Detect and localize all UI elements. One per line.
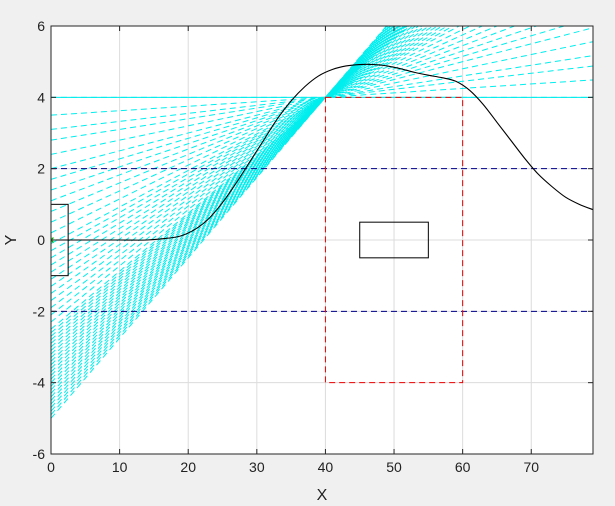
- y-tick-label: -2: [33, 303, 46, 319]
- trajectory-line: [51, 63, 593, 241]
- x-tick-label: 40: [318, 459, 334, 475]
- x-tick-label: 0: [47, 459, 55, 475]
- candidate-path-line: [51, 26, 444, 266]
- y-tick-label: 0: [37, 232, 45, 248]
- candidate-path-line: [51, 26, 517, 202]
- candidate-path-line: [51, 26, 393, 394]
- plot-area: [51, 26, 593, 454]
- candidate-path-line: [51, 26, 404, 351]
- y-tick-label: -4: [33, 375, 46, 391]
- y-tick-label: 6: [37, 18, 45, 34]
- x-axis-label: X: [317, 487, 328, 504]
- candidate-path-line: [51, 26, 390, 405]
- x-tick-label: 70: [523, 459, 539, 475]
- start-marker-stroke: [51, 237, 54, 241]
- x-tick-label: 20: [180, 459, 196, 475]
- y-tick-label: 2: [37, 161, 45, 177]
- candidate-path-line: [51, 26, 539, 191]
- y-tick-label: 4: [37, 89, 45, 105]
- x-tick-label: 60: [455, 459, 471, 475]
- candidate-path-line: [51, 26, 423, 302]
- candidate-path-line: [51, 26, 461, 245]
- candidate-path-line: [51, 26, 405, 348]
- axis-ticks: 0 10 20 30 40 50 60 70 -6 -4 -2 0 2 4 6: [33, 18, 593, 475]
- y-tick-label: -6: [33, 446, 46, 462]
- target-region-rect: [324, 96, 464, 384]
- y-axis-label: Y: [3, 234, 20, 245]
- x-tick-label: 50: [386, 459, 402, 475]
- candidate-path-line: [51, 41, 593, 155]
- x-tick-label: 30: [249, 459, 265, 475]
- candidate-path-line: [51, 26, 394, 391]
- start-marker-stroke: [51, 239, 54, 243]
- obstacle-rect: [359, 221, 429, 259]
- x-tick-label: 10: [112, 459, 128, 475]
